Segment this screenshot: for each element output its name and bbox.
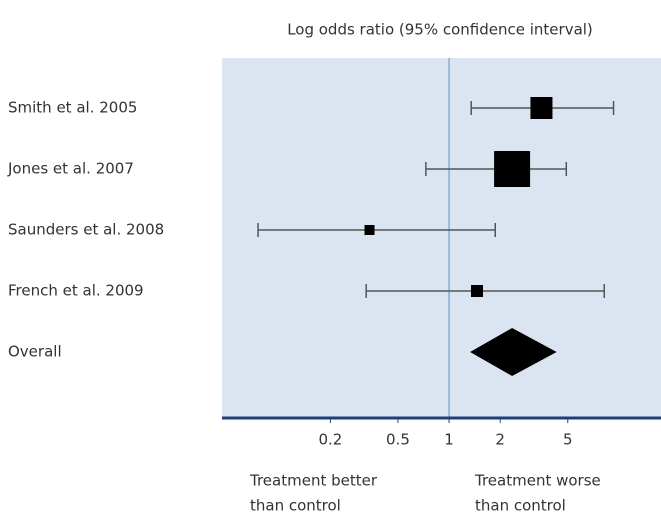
x-tick-label: 0.2	[318, 431, 342, 449]
study-label: Smith et al. 2005	[8, 99, 137, 117]
study-label: Saunders et al. 2008	[8, 221, 164, 239]
overall-diamond	[470, 328, 557, 376]
left-note: than control	[250, 497, 341, 515]
right-note: Treatment worse	[474, 472, 601, 490]
chart-title: Log odds ratio (95% confidence interval)	[287, 21, 593, 39]
plot-background	[222, 58, 661, 418]
effect-box	[494, 151, 531, 187]
x-tick-label: 2	[495, 431, 505, 449]
x-tick-label: 5	[563, 431, 573, 449]
left-note: Treatment better	[249, 472, 378, 490]
x-tick-label: 0.5	[386, 431, 410, 449]
study-label: Jones et al. 2007	[7, 160, 134, 178]
overall-label: Overall	[8, 343, 62, 361]
study-label: French et al. 2009	[8, 282, 144, 300]
effect-box	[530, 97, 553, 119]
right-note: than control	[475, 497, 566, 515]
effect-box	[470, 285, 483, 297]
x-tick-label: 1	[444, 431, 454, 449]
effect-box	[364, 225, 375, 235]
